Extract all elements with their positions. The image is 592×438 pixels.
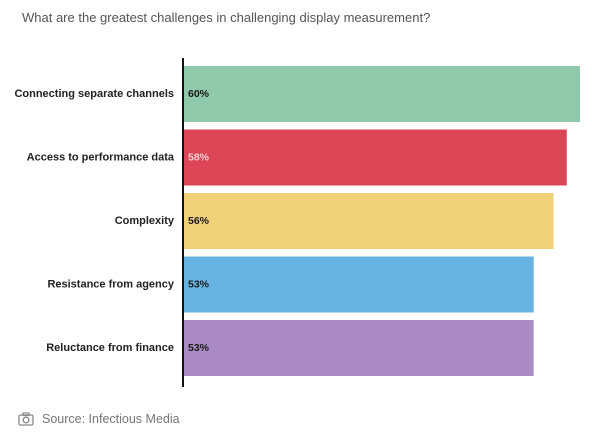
- category-label: Access to performance data: [27, 151, 175, 163]
- value-label: 53%: [188, 342, 210, 354]
- bar-3: [183, 256, 534, 313]
- bar-2: [183, 193, 554, 249]
- category-label: Resistance from agency: [47, 278, 174, 290]
- bar-4: [183, 320, 534, 376]
- bar-0: [183, 66, 580, 122]
- value-label: 58%: [188, 151, 210, 163]
- value-labels: 60% 58% 56% 53% 53%: [188, 88, 210, 354]
- bar-chart: Connecting separate channels Access to pe…: [14, 58, 580, 387]
- source-note: Source: Infectious Media: [18, 412, 180, 426]
- bar-1: [183, 129, 567, 186]
- source-text: Source: Infectious Media: [42, 412, 180, 426]
- camera-icon: [18, 412, 34, 426]
- category-label: Reluctance from finance: [46, 342, 174, 354]
- value-label: 56%: [188, 215, 210, 227]
- category-label: Complexity: [115, 215, 175, 227]
- value-label: 60%: [188, 88, 210, 100]
- category-labels: Connecting separate channels Access to pe…: [14, 88, 174, 354]
- chart-title: What are the greatest challenges in chal…: [22, 10, 431, 25]
- value-label: 53%: [188, 278, 210, 290]
- category-label: Connecting separate channels: [14, 88, 174, 100]
- bars-layer: [183, 66, 580, 376]
